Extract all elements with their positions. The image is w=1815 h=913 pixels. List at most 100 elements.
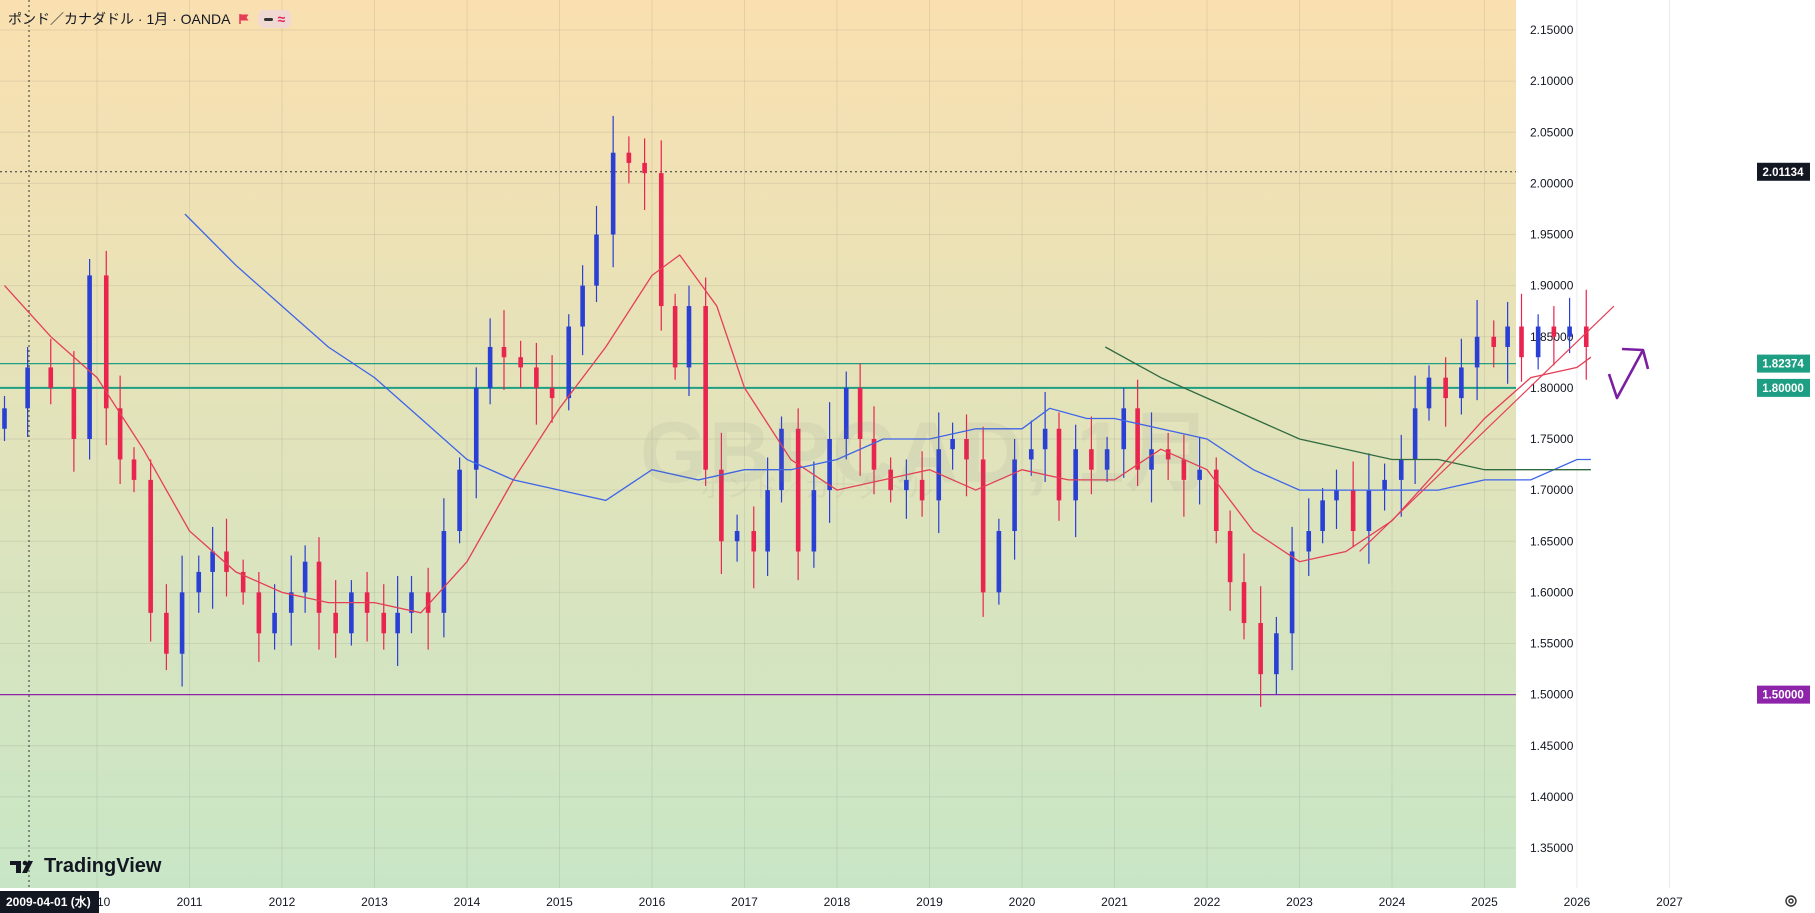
y-tick-label: 1.45000 — [1530, 739, 1574, 753]
x-tick-label: 2027 — [1656, 895, 1683, 909]
candle-body — [857, 387, 863, 439]
y-tick-label: 1.55000 — [1530, 637, 1574, 651]
y-tick-label: 1.80000 — [1530, 381, 1574, 395]
level-price-label: 1.50000 — [1762, 690, 1804, 702]
candle-body — [1412, 408, 1418, 460]
candle-body — [333, 612, 338, 634]
candle-body — [256, 592, 262, 634]
candle-body — [936, 449, 942, 501]
x-tick-label: 2020 — [1009, 895, 1036, 909]
x-tick-label: 2025 — [1471, 895, 1498, 909]
level-price-label-bg — [1757, 354, 1810, 373]
candle-body — [1583, 326, 1589, 347]
candle-body — [2, 408, 7, 429]
candle-body — [703, 306, 708, 470]
candle-body — [811, 490, 817, 552]
candle-body — [734, 531, 740, 542]
candle-body — [1241, 582, 1247, 624]
candle-body — [441, 531, 447, 613]
candle-body — [964, 439, 969, 460]
candle-body — [843, 387, 849, 439]
candle-body — [1042, 428, 1048, 450]
level-price-label: 1.80000 — [1762, 383, 1804, 395]
candle-body — [1197, 469, 1202, 480]
candle-body — [1505, 326, 1510, 347]
watermark-symbol: GBPCAD, 1月 — [640, 405, 1215, 501]
candle-body — [996, 531, 1002, 593]
candle-body — [658, 173, 664, 307]
y-tick-label: 2.00000 — [1530, 176, 1574, 190]
level-price-label: 1.82374 — [1762, 359, 1804, 371]
level-price-label-bg — [1757, 685, 1810, 704]
y-tick-label: 1.95000 — [1530, 228, 1574, 242]
candle-body — [827, 439, 832, 491]
symbol-title[interactable]: ポンド／カナダドル · 1月 · OANDA — [8, 11, 231, 27]
candle-body — [980, 459, 986, 593]
candle-body — [240, 571, 246, 593]
y-tick-label: 1.65000 — [1530, 534, 1574, 548]
candle-body — [1320, 500, 1325, 532]
candle-body — [1491, 336, 1497, 347]
candle-body — [566, 326, 572, 399]
candle-body — [148, 479, 153, 613]
candle-body — [1443, 377, 1448, 399]
candle-body — [1274, 633, 1279, 675]
candle-body — [196, 571, 202, 593]
y-tick-label: 1.90000 — [1530, 279, 1574, 293]
indicator-toggle-pill[interactable]: ≈ — [258, 10, 292, 28]
candle-body — [1535, 326, 1541, 358]
candle-body — [1227, 531, 1233, 583]
candle-body — [71, 387, 77, 439]
candle-body — [1165, 449, 1171, 460]
candle-body — [1135, 408, 1140, 470]
candle-body — [1306, 531, 1312, 552]
x-tick-label: 2011 — [177, 895, 203, 909]
candle-body — [888, 469, 893, 491]
candle-body — [272, 612, 277, 634]
candle-body — [904, 479, 909, 491]
x-tick-label: 2015 — [546, 895, 573, 909]
candle-body — [501, 346, 507, 358]
x-tick-label: 2018 — [824, 895, 851, 909]
x-tick-label: 2013 — [361, 895, 388, 909]
approx-icon: ≈ — [277, 11, 286, 27]
candle-body — [765, 490, 770, 552]
minus-icon — [264, 17, 274, 21]
moving-average-line — [4, 254, 1592, 614]
y-tick-label: 1.75000 — [1530, 432, 1574, 446]
flag-icon[interactable] — [238, 13, 250, 25]
candle-body — [751, 531, 757, 552]
x-tick-label: 2019 — [916, 895, 943, 909]
candle-body — [487, 346, 493, 388]
candle-body — [1382, 479, 1387, 491]
candle-body — [919, 479, 925, 501]
candle-body — [686, 306, 692, 368]
candle-body — [1366, 490, 1372, 532]
candle-body — [1104, 449, 1110, 470]
candle-body — [1028, 449, 1034, 460]
candle-body — [1519, 326, 1524, 358]
candle-body — [316, 561, 322, 613]
x-tick-label: 2026 — [1564, 895, 1591, 909]
candle-body — [626, 152, 632, 163]
y-tick-label: 1.60000 — [1530, 585, 1574, 599]
y-tick-label: 1.35000 — [1530, 841, 1574, 855]
y-tick-label: 2.05000 — [1530, 125, 1574, 139]
x-tick-label: 2012 — [269, 895, 296, 909]
crosshair-price-label: 2.01134 — [1763, 167, 1805, 179]
moving-average-line — [184, 213, 1591, 502]
candle-body — [117, 408, 123, 460]
candle-body — [1398, 459, 1404, 480]
candle-body — [302, 561, 308, 593]
candle-body — [349, 592, 354, 634]
settings-gear-icon[interactable] — [1783, 893, 1799, 909]
x-tick-label: 2022 — [1194, 895, 1221, 909]
candle-body — [1567, 326, 1572, 337]
trendline — [1359, 305, 1615, 552]
moving-average-line — [1104, 346, 1591, 471]
candle-body — [179, 592, 185, 654]
x-tick-label: 2014 — [454, 895, 481, 909]
candle-body — [1213, 469, 1219, 532]
candle-body — [534, 367, 539, 388]
